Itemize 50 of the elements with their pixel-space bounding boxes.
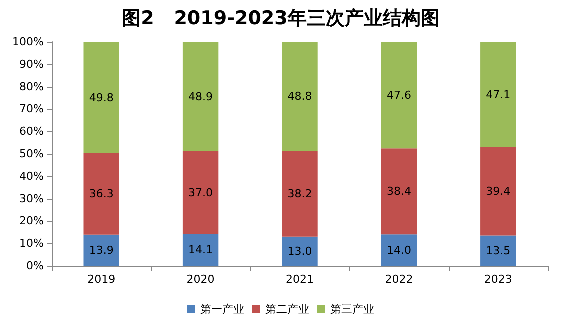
bar	[182, 234, 219, 266]
data-label: 13.5	[486, 244, 511, 258]
bar	[381, 234, 418, 266]
legend-label: 第二产业	[266, 303, 310, 316]
legend-label: 第一产业	[200, 303, 244, 316]
y-tick-label: 80%	[20, 80, 44, 94]
y-tick-label: 10%	[20, 237, 44, 250]
y-tick-label: 0%	[26, 260, 44, 272]
data-label: 38.4	[386, 185, 412, 198]
data-label: 48.8	[288, 90, 312, 104]
x-tick-label: 2022	[385, 273, 414, 286]
x-tick-label: 2021	[286, 273, 314, 286]
data-label: 14.1	[188, 244, 214, 257]
y-tick-label: 100%	[12, 36, 44, 48]
bar	[84, 234, 120, 266]
y-tick-label: 60%	[20, 125, 44, 138]
bar	[480, 148, 516, 236]
x-tick-label: 2019	[88, 273, 116, 286]
bar	[480, 236, 516, 266]
bar	[282, 42, 318, 152]
bar	[84, 42, 120, 154]
bar	[84, 154, 120, 235]
legend-label: 第三产业	[330, 303, 374, 316]
data-label: 36.3	[89, 188, 114, 201]
bar	[480, 42, 516, 148]
data-label: 47.6	[386, 88, 412, 102]
data-label: 38.2	[288, 188, 312, 201]
y-tick-label: 20%	[20, 214, 44, 228]
data-label: 49.8	[89, 91, 114, 104]
data-label: 39.4	[486, 185, 511, 198]
bar	[182, 42, 219, 152]
chart-title: 图2 2019-2023年三次产业结构图	[122, 8, 440, 30]
y-tick-label: 90%	[20, 58, 44, 71]
y-tick-label: 70%	[20, 102, 44, 116]
bar	[282, 151, 318, 237]
y-tick-label: 40%	[20, 170, 44, 183]
y-tick-label: 30%	[20, 192, 44, 206]
data-label: 37.0	[188, 186, 214, 200]
data-label: 14.0	[386, 244, 412, 257]
y-tick-label: 50%	[20, 148, 44, 160]
x-tick-label: 2020	[186, 273, 215, 286]
bar	[182, 152, 219, 234]
data-label: 13.9	[89, 244, 114, 257]
data-label: 48.9	[188, 90, 214, 104]
bar	[282, 236, 318, 266]
x-tick-label: 2023	[484, 273, 512, 286]
data-label: 47.1	[486, 88, 511, 102]
bar	[381, 148, 418, 235]
bar	[381, 42, 418, 149]
data-label: 13.0	[288, 244, 312, 258]
